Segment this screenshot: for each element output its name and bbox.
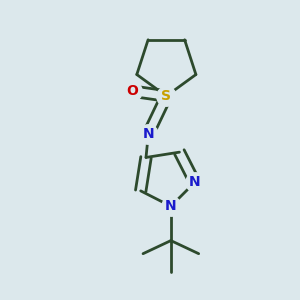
Text: O: O bbox=[126, 84, 138, 98]
Text: N: N bbox=[165, 199, 177, 213]
Text: N: N bbox=[142, 127, 154, 141]
Text: N: N bbox=[189, 175, 201, 189]
Text: S: S bbox=[161, 89, 171, 103]
